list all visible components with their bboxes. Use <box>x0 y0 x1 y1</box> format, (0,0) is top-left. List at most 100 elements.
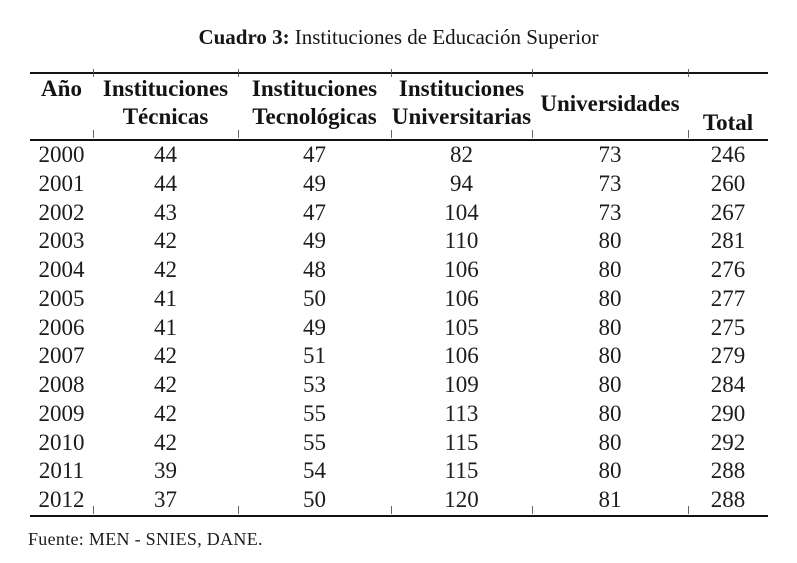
table-cell: 55 <box>303 429 326 455</box>
table-cell: 73 <box>598 142 622 167</box>
table-cell: 80 <box>598 400 622 426</box>
table-cell: 106 <box>444 343 479 369</box>
table-cell: 275 <box>710 314 746 340</box>
table-title-number: Cuadro 3: <box>198 25 290 49</box>
column-boundary-tick <box>688 69 689 77</box>
table-cell: 2012 <box>38 487 85 512</box>
table-cell: 50 <box>303 487 326 512</box>
column-boundary-tick <box>93 130 94 138</box>
table-cell: 110 <box>444 228 479 254</box>
table-cell: 47 <box>303 199 326 225</box>
table-cell: 49 <box>303 170 326 196</box>
table-cell: 49 <box>303 228 326 254</box>
table-row: 2001 44 49 94 73 260 <box>30 170 768 199</box>
column-boundary-tick <box>238 130 239 138</box>
table-cell: 2001 <box>38 170 85 196</box>
table-cell: 2009 <box>38 400 85 426</box>
table-cell: 246 <box>710 142 746 167</box>
table-cell: 2006 <box>38 314 85 340</box>
table-cell: 73 <box>598 170 622 196</box>
table-cell: 80 <box>598 285 622 311</box>
table-cell: 2003 <box>38 228 85 254</box>
column-header-ano: Año <box>30 73 93 141</box>
table-row: 2006 41 49 105 80 275 <box>30 314 768 343</box>
header-row: Año Instituciones Técnicas Instituciones… <box>30 73 768 141</box>
table-cell: 81 <box>598 487 622 512</box>
table-cell: 94 <box>450 170 473 196</box>
column-boundary-tick <box>532 130 533 138</box>
table-cell: 73 <box>598 199 622 225</box>
table-cell: 80 <box>598 429 622 455</box>
table-cell: 105 <box>444 314 479 340</box>
table-cell: 43 <box>154 199 177 225</box>
column-boundary-tick <box>93 506 94 514</box>
table-cell: 51 <box>303 343 326 369</box>
table-cell: 290 <box>710 400 746 426</box>
data-table: Año Instituciones Técnicas Instituciones… <box>30 72 768 517</box>
table-cell: 288 <box>710 487 746 512</box>
column-boundary-tick <box>391 506 392 514</box>
table-cell: 82 <box>450 142 473 167</box>
table-cell: 281 <box>710 228 746 254</box>
table-row: 2012 37 50 120 81 288 <box>30 486 768 516</box>
table-cell: 42 <box>154 257 177 282</box>
header-label: Instituciones <box>398 76 525 101</box>
table-cell: 2010 <box>38 429 85 455</box>
table-cell: 284 <box>710 372 746 397</box>
table-cell: 44 <box>154 170 177 196</box>
table-cell: 109 <box>444 372 479 397</box>
table-cell: 115 <box>444 429 479 455</box>
header-label: Instituciones <box>102 76 229 101</box>
table-row: 2011 39 54 115 80 288 <box>30 457 768 486</box>
table-cell: 2008 <box>38 372 85 397</box>
table-cell: 42 <box>154 228 177 254</box>
table-cell: 80 <box>598 343 622 369</box>
table-cell: 279 <box>710 343 746 369</box>
header-label: Instituciones <box>251 76 378 101</box>
table-cell: 44 <box>154 142 177 167</box>
table-cell: 53 <box>303 372 326 397</box>
column-boundary-tick <box>93 69 94 77</box>
table-cell: 80 <box>598 228 622 254</box>
table-row: 2004 42 48 106 80 276 <box>30 256 768 285</box>
column-header-total: Total <box>688 73 768 141</box>
column-header-instituciones-tecnologicas: Instituciones Tecnológicas <box>238 73 391 141</box>
column-boundary-tick <box>532 69 533 77</box>
table: Año Instituciones Técnicas Instituciones… <box>30 69 768 517</box>
header-label: Universitarias <box>391 104 532 129</box>
table-cell: 2005 <box>38 285 85 311</box>
table-cell: 37 <box>154 487 177 512</box>
table-cell: 39 <box>154 458 177 484</box>
column-boundary-tick <box>238 506 239 514</box>
table-row: 2000 44 47 82 73 246 <box>30 140 768 170</box>
table-cell: 80 <box>598 372 622 397</box>
header-label: Universidades <box>540 90 680 116</box>
table-cell: 80 <box>598 314 622 340</box>
column-boundary-tick <box>688 130 689 138</box>
table-row: 2009 42 55 113 80 290 <box>30 400 768 429</box>
table-cell: 113 <box>444 400 479 426</box>
column-boundary-tick <box>391 130 392 138</box>
table-cell: 41 <box>154 314 177 340</box>
table-cell: 104 <box>444 199 479 225</box>
table-cell: 277 <box>710 285 746 311</box>
table-cell: 50 <box>303 285 326 311</box>
column-boundary-tick <box>688 506 689 514</box>
table-cell: 42 <box>154 372 177 397</box>
table-title-text: Instituciones de Educación Superior <box>294 25 599 49</box>
table-row: 2010 42 55 115 80 292 <box>30 429 768 458</box>
column-boundary-tick <box>391 69 392 77</box>
table-cell: 106 <box>444 257 479 282</box>
table-cell: 54 <box>303 458 326 484</box>
table-cell: 42 <box>154 343 177 369</box>
table-cell: 276 <box>710 257 746 282</box>
table-cell: 80 <box>598 458 622 484</box>
table-cell: 2007 <box>38 343 85 369</box>
table-cell: 260 <box>710 170 746 196</box>
header-label: Tecnológicas <box>252 104 377 129</box>
table-row: 2002 43 47 104 73 267 <box>30 199 768 228</box>
table-cell: 106 <box>444 285 479 311</box>
table-cell: 2011 <box>38 458 85 484</box>
table-body: 2000 44 47 82 73 246 2001 44 49 94 73 260 2002 43 47 10… <box>30 140 768 516</box>
header-label: Técnicas <box>122 104 209 129</box>
